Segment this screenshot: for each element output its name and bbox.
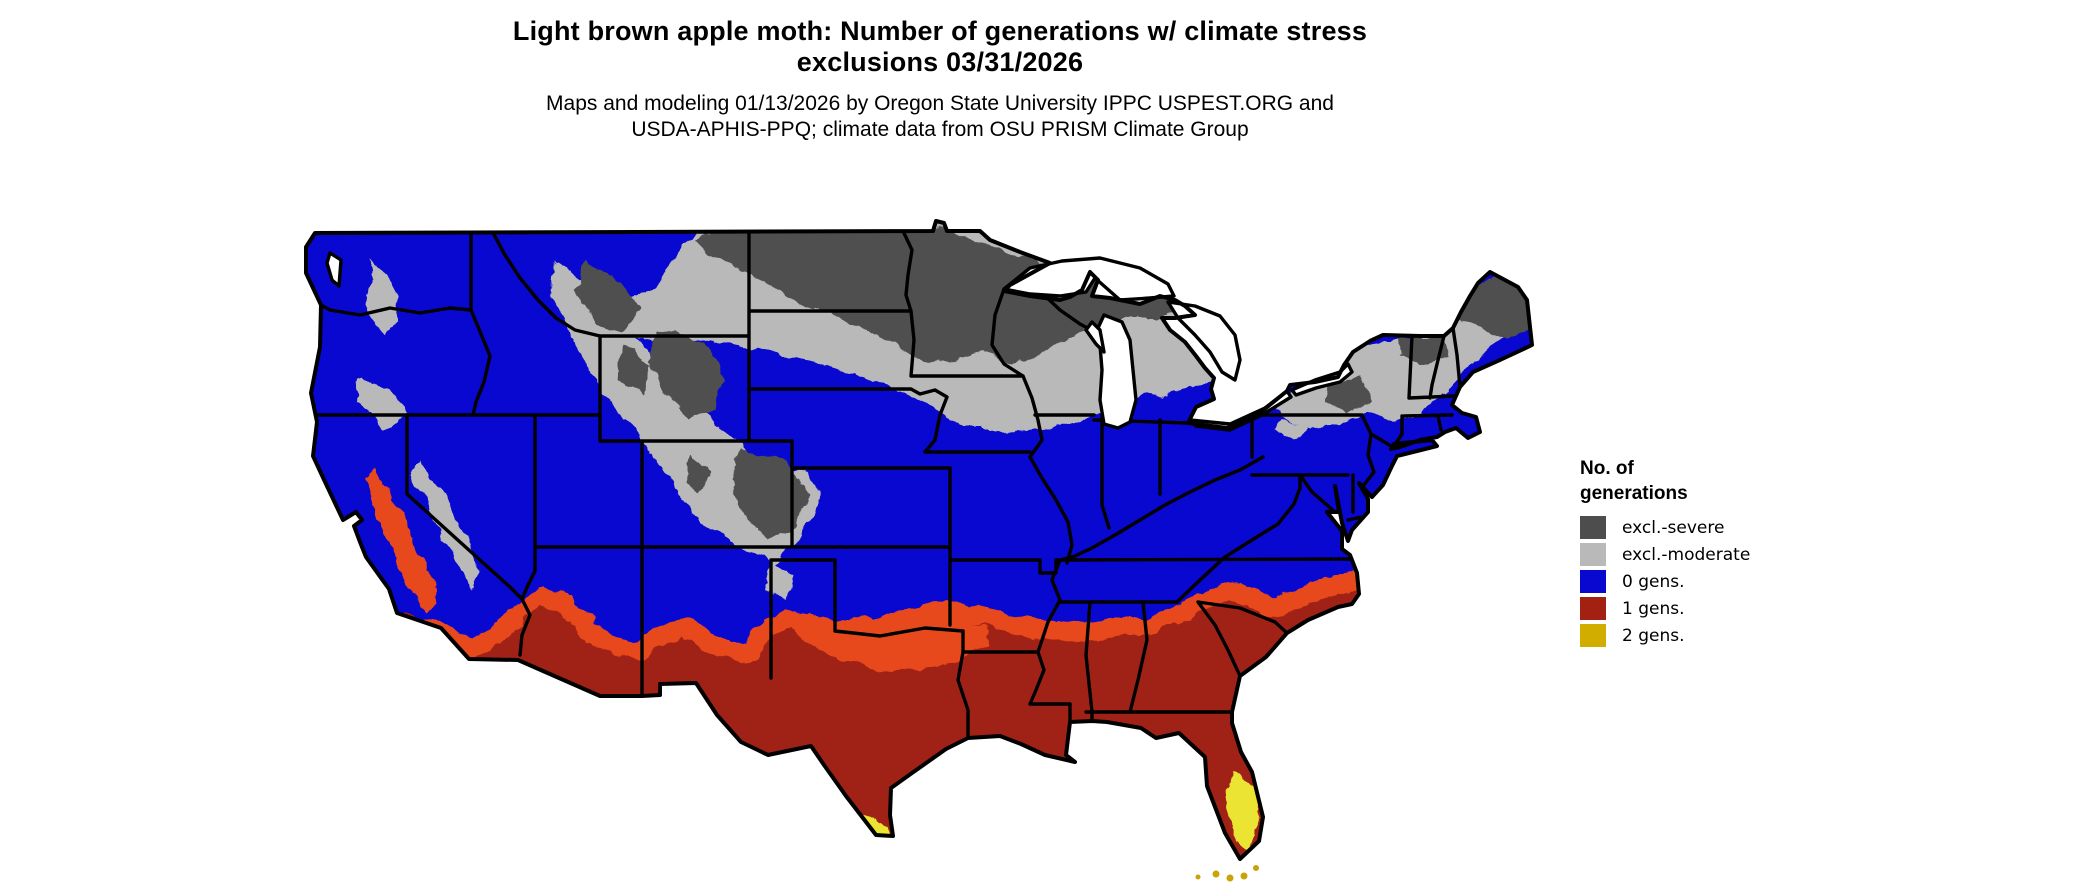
legend-swatch-2-gens (1580, 624, 1606, 647)
lake-huron (1166, 300, 1242, 382)
legend-label-2-gens: 2 gens. (1622, 625, 1685, 646)
legend-row-0-gens: 0 gens. (1580, 568, 1750, 595)
legend-row-2-gens: 2 gens. (1580, 622, 1750, 649)
map-title-line2: exclusions 03/31/2026 (796, 47, 1084, 77)
legend-swatch-1-gens (1580, 597, 1606, 620)
legend-label-excl-moderate: excl.-moderate (1622, 544, 1751, 565)
legend-label-0-gens: 0 gens. (1622, 571, 1685, 592)
map-subtitle-line2: USDA-APHIS-PPQ; climate data from OSU PR… (631, 118, 1249, 141)
florida-keys-dots (1195, 865, 1259, 882)
legend-rows: excl.-severe excl.-moderate 0 gens. 1 ge… (1580, 514, 1750, 649)
map-title-line1: Light brown apple moth: Number of genera… (512, 16, 1368, 46)
legend-swatch-excl-moderate (1580, 543, 1606, 566)
puget-sound (325, 251, 343, 288)
legend-swatch-excl-severe (1580, 516, 1606, 539)
legend-title-line1: No. of (1580, 458, 1634, 479)
map-subtitle: Maps and modeling 01/13/2026 by Oregon S… (0, 91, 1880, 143)
map-legend: No. of generations excl.-severe excl.-mo… (1580, 456, 1750, 649)
map-raster-zones (306, 221, 1532, 859)
legend-label-1-gens: 1 gens. (1622, 598, 1685, 619)
legend-row-1-gens: 1 gens. (1580, 595, 1750, 622)
legend-title-line2: generations (1580, 483, 1688, 504)
state-borders (309, 229, 1462, 740)
legend-swatch-0-gens (1580, 570, 1606, 593)
legend-row-excl-moderate: excl.-moderate (1580, 541, 1750, 568)
legend-label-excl-severe: excl.-severe (1622, 517, 1725, 538)
map-subtitle-line1: Maps and modeling 01/13/2026 by Oregon S… (546, 92, 1334, 115)
green-bay (1084, 320, 1106, 354)
zone-2-generations (858, 775, 1260, 852)
legend-row-excl-severe: excl.-severe (1580, 514, 1750, 541)
map-header: Light brown apple moth: Number of genera… (0, 16, 1880, 143)
